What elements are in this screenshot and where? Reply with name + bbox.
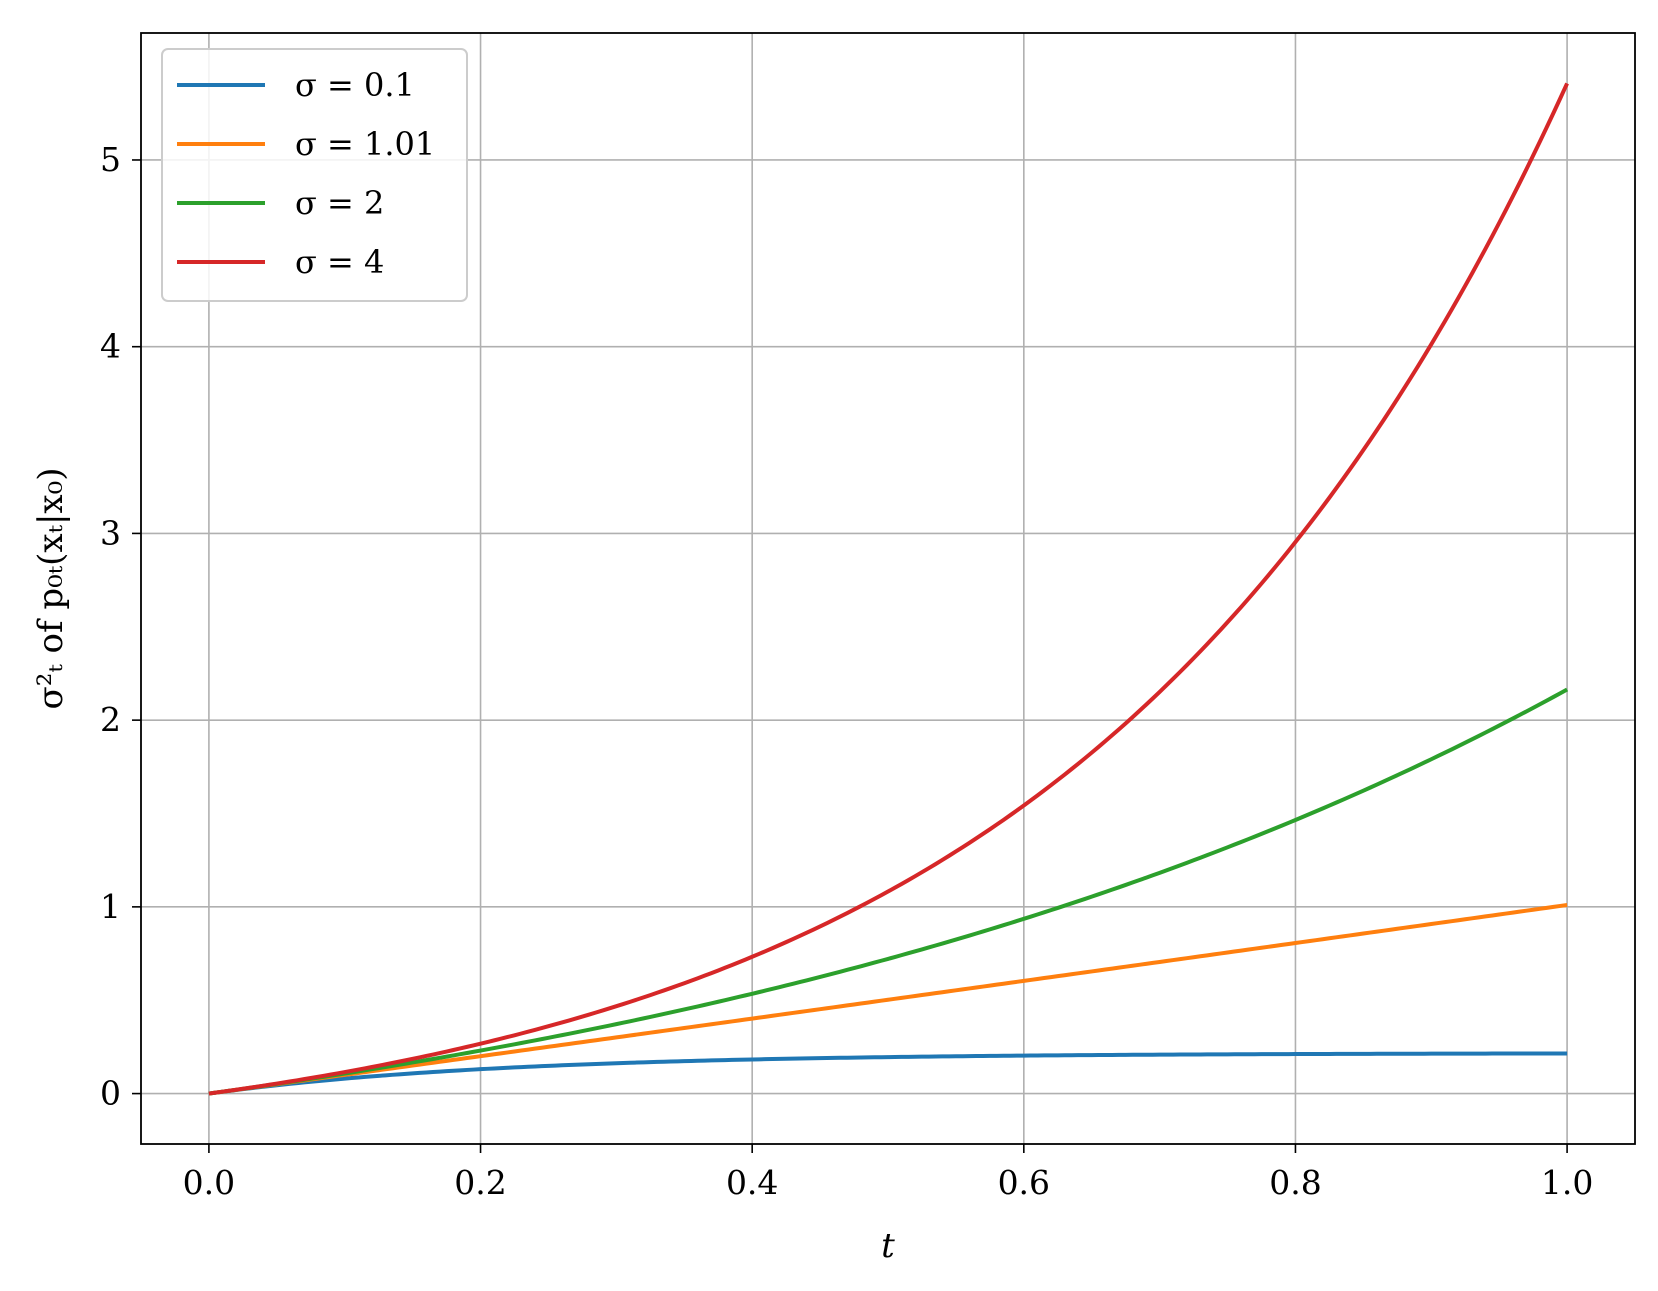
series-line-2 (208, 903, 1568, 1096)
x-tick-label: 0.6 (998, 1163, 1050, 1202)
series-line-4 (208, 82, 1569, 1096)
series-line-3 (208, 687, 1569, 1096)
legend-box (161, 48, 468, 302)
grid (141, 33, 1635, 1144)
y-tick-label: 5 (100, 140, 121, 179)
x-tick-label: 1.0 (1541, 1163, 1593, 1202)
legend-label: σ = 4 (295, 243, 384, 281)
y-tick-label: 2 (100, 700, 121, 739)
y-axis-label: σ²ₜ of p₀ₜ(xₜ|x₀) (31, 467, 71, 709)
y-tick-label: 3 (100, 513, 121, 552)
series-lines (208, 82, 1569, 1096)
x-tick-label: 0.4 (726, 1163, 778, 1202)
y-tick-label: 0 (100, 1074, 121, 1113)
legend: σ = 0.1 σ = 1.01 σ = 2 σ = 4 (161, 48, 468, 302)
y-tick-label: 1 (100, 887, 121, 926)
y-tick-label: 4 (100, 327, 121, 366)
x-tick-label: 0.2 (454, 1163, 506, 1202)
x-tick-label: 0.0 (183, 1163, 235, 1202)
x-tick-label: 0.8 (1269, 1163, 1321, 1202)
plot-frame (140, 32, 1636, 1145)
legend-label: σ = 0.1 (295, 66, 415, 104)
legend-label: σ = 2 (295, 184, 384, 222)
ticks: 0.0 0.2 0.4 0.6 0.8 1.0 0 1 2 3 4 5 (100, 140, 1593, 1202)
series-line-1 (208, 1051, 1568, 1096)
legend-label: σ = 1.01 (295, 125, 435, 163)
x-axis-label: t (881, 1226, 895, 1266)
